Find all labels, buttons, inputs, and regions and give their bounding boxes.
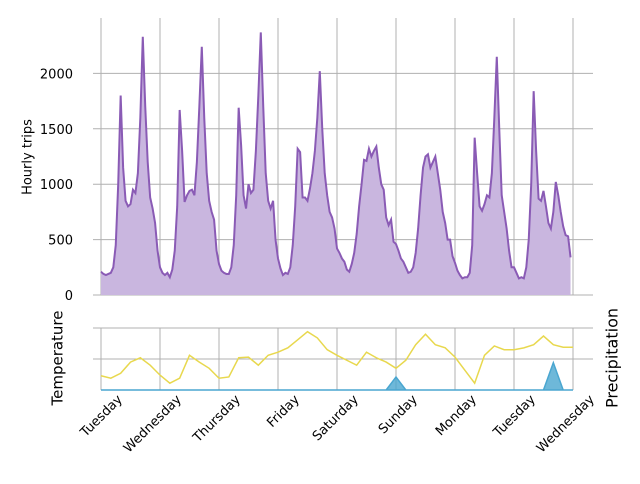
y-axis-label: Hourly trips (21, 119, 36, 195)
x-tick-label: Tuesday (490, 392, 539, 441)
x-tick-label: Monday (433, 392, 480, 439)
x-tick-label: Wednesday (121, 392, 185, 456)
y-tick-label: 0 (65, 289, 73, 304)
precipitation-label: Precipitation (603, 308, 622, 408)
y-tick-label: 1000 (40, 178, 73, 193)
temperature-label: Temperature (49, 310, 67, 406)
x-tick-label: Saturday (310, 392, 362, 444)
x-tick-label: Sunday (376, 392, 421, 437)
x-tick-label: Wednesday (534, 392, 598, 456)
x-tick-label: Thursday (190, 392, 244, 446)
y-tick-label: 2000 (40, 67, 73, 82)
y-tick-label: 1500 (40, 123, 73, 138)
x-tick-label: Tuesday (77, 392, 126, 441)
line (100, 330, 573, 385)
line (100, 32, 572, 280)
precip-area (101, 360, 573, 391)
x-tick-label: Friday (264, 392, 303, 431)
y-tick-label: 500 (48, 234, 73, 249)
